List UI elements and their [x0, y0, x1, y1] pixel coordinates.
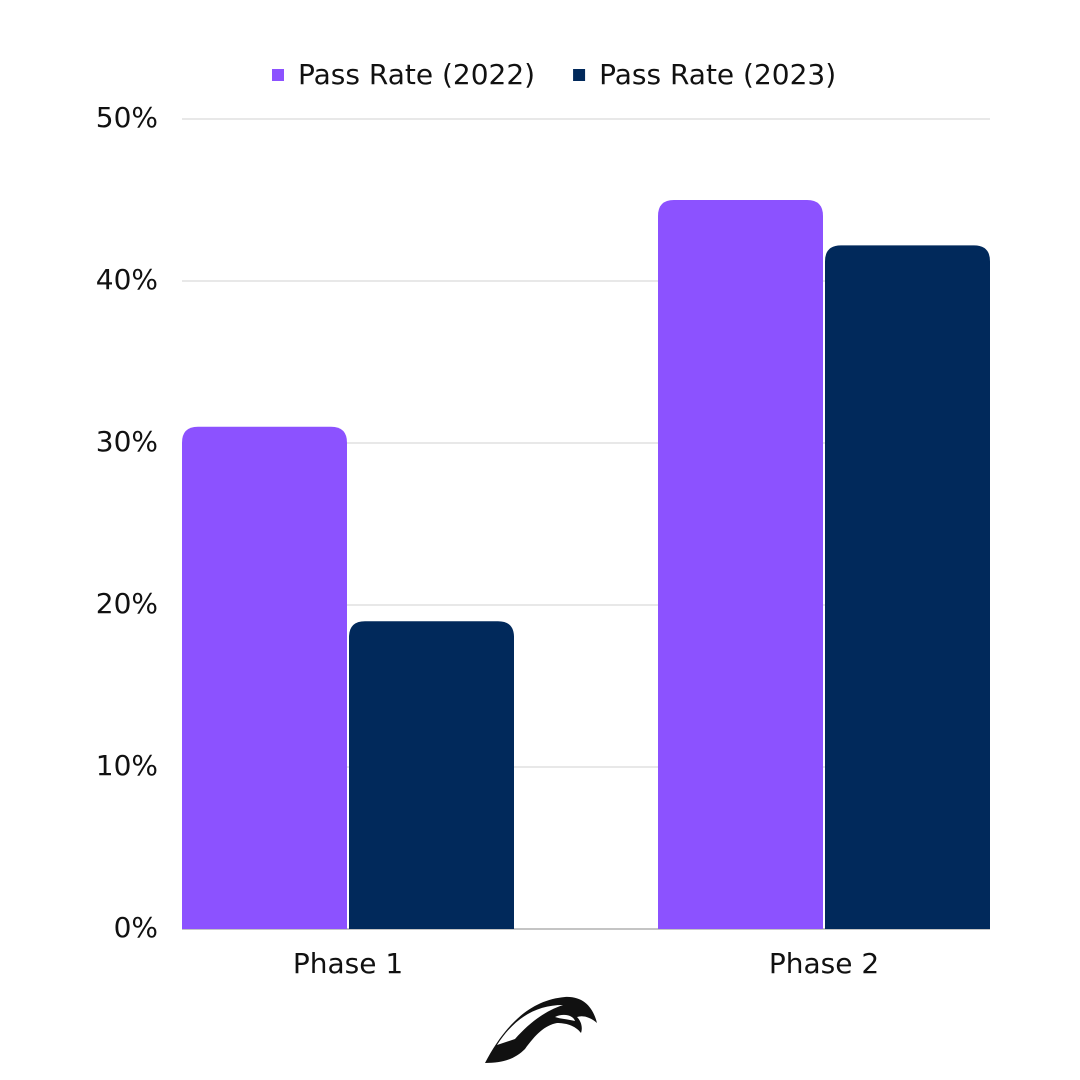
bar	[349, 621, 514, 929]
y-tick-label: 10%	[96, 749, 158, 782]
bar	[182, 426, 347, 929]
bar	[658, 200, 823, 929]
bar	[825, 245, 990, 930]
logo	[485, 996, 597, 1063]
y-tick-label: 40%	[96, 263, 158, 296]
y-tick-label: 0%	[114, 911, 158, 944]
legend-label: Pass Rate (2022)	[298, 58, 535, 91]
legend-swatch	[272, 69, 284, 81]
y-tick-label: 50%	[96, 101, 158, 134]
y-tick-label: 20%	[96, 587, 158, 620]
legend-label: Pass Rate (2023)	[599, 58, 836, 91]
x-tick-label: Phase 1	[293, 947, 403, 980]
x-tick-label: Phase 2	[769, 947, 879, 980]
y-tick-label: 30%	[96, 425, 158, 458]
legend-swatch	[573, 69, 586, 81]
